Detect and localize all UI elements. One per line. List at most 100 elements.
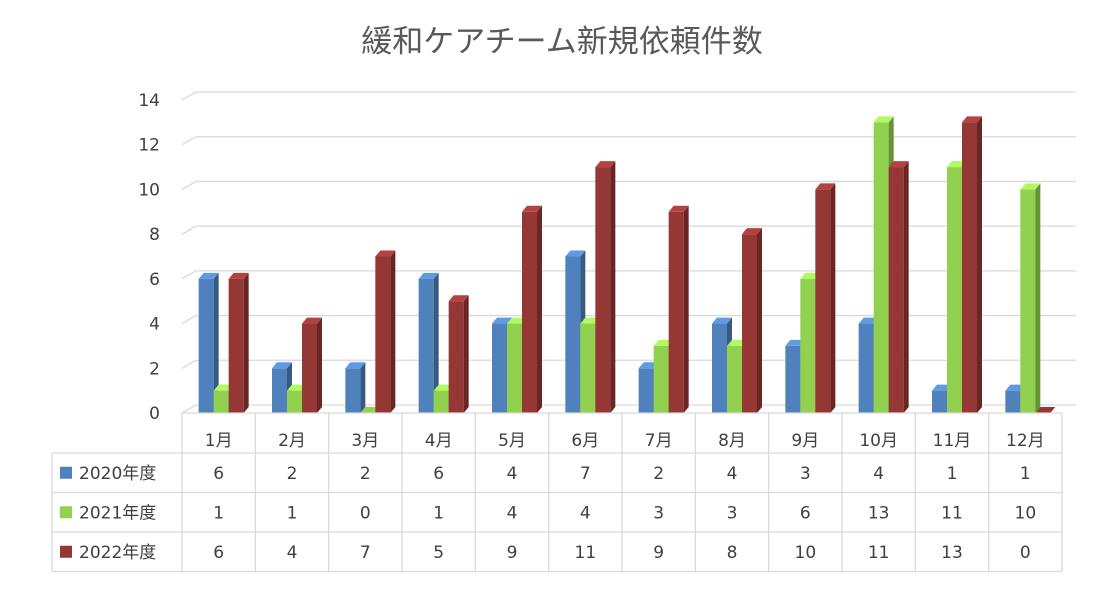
bar-top [873,116,894,123]
bar-side [903,161,909,413]
data-label: 6 [800,503,811,523]
data-label: 4 [727,464,738,484]
x-tick-label: 6月 [571,431,599,451]
y-tick-label: 4 [149,315,160,335]
gridline [181,225,1076,235]
data-label: 3 [800,464,811,484]
y-axis: 0 2 4 6 8 10 12 14 [138,91,160,424]
x-tick-label: 5月 [498,431,526,451]
data-label: 11 [575,543,597,563]
data-label: 11 [868,543,890,563]
bar-top [742,228,762,235]
bar-front [932,390,947,413]
data-label: 4 [873,464,884,484]
data-label: 0 [360,503,371,523]
data-label: 1 [213,503,224,523]
data-label: 10 [1015,503,1037,523]
x-tick-label: 2月 [278,431,306,451]
bar [742,228,762,413]
bar-front [653,345,669,413]
bar-top [668,205,689,212]
x-tick-label: 3月 [351,431,379,451]
bar-front [1020,189,1036,413]
bar [228,272,249,413]
bar-front [800,278,816,413]
bar-front [272,368,287,413]
y-tick-label: 14 [138,91,160,111]
bar-top [888,161,909,168]
data-label: 6 [433,464,444,484]
data-label: 1 [1020,464,1031,484]
bar-front [858,323,874,413]
data-label: 10 [795,543,817,563]
data-label: 9 [653,543,664,563]
bar-top [492,317,512,324]
bar [668,205,689,413]
bar-side [610,161,616,413]
bar-top [962,116,982,123]
gridlines [181,91,1076,414]
data-label: 1 [947,464,958,484]
bar-front [228,278,244,413]
bar-side [1035,183,1041,413]
bar-front [815,189,831,413]
data-label: 3 [727,503,738,523]
gridline [181,180,1076,190]
legend-label: 2021年度 [79,503,156,523]
gridline [181,404,1076,414]
bar [345,362,366,413]
gridline [181,91,1076,101]
bar-front [873,122,889,413]
data-label: 4 [507,464,518,484]
bar-front [888,167,904,413]
bar-top [302,317,322,324]
bar [418,272,439,413]
data-label: 2 [287,464,298,484]
y-tick-label: 2 [149,359,160,379]
bar-top [712,317,732,324]
bar [1035,407,1056,413]
bar-side [213,272,219,413]
bar-front [287,390,302,413]
bar-front [375,256,391,413]
bar-front [712,323,727,413]
bar-front [742,234,757,413]
gridline [181,314,1076,325]
bar [888,161,909,413]
bar-top [1035,407,1056,413]
bar-front [580,323,596,413]
bar-side [830,183,836,413]
bar [522,205,542,413]
chart-title: 緩和ケアチーム新規依頼件数 [361,24,762,60]
bar-front [198,278,214,413]
bar-front [595,167,611,413]
bar-top [198,272,219,279]
bar-top [375,250,396,257]
y-tick-label: 6 [149,270,160,290]
data-label: 2 [360,464,371,484]
legend-key [60,506,72,519]
bar [448,295,469,413]
bars [198,116,1056,413]
bar-front [213,390,229,413]
bar-side [463,295,469,413]
bar-front [433,390,449,413]
bar-front [785,345,801,413]
data-table: 1月 2月 3月 4月 5月 6月 7月 8月 9月 10月 11月 12月 2020年度 6 2 2 6 4 7 2… [51,412,1063,573]
bar-front [492,323,507,413]
bar-front [522,211,537,413]
gridline [181,270,1076,280]
legend-key [60,545,72,558]
data-label: 7 [580,464,591,484]
x-tick-label: 4月 [425,431,453,451]
x-tick-label: 8月 [718,431,746,451]
legend-key [60,466,72,479]
data-label: 1 [287,503,298,523]
data-label: 13 [941,543,963,563]
y-tick-label: 0 [149,404,160,424]
bar-front [302,323,317,413]
bar-side [537,205,542,413]
y-tick-label: 12 [138,136,160,156]
data-label: 2 [653,464,664,484]
